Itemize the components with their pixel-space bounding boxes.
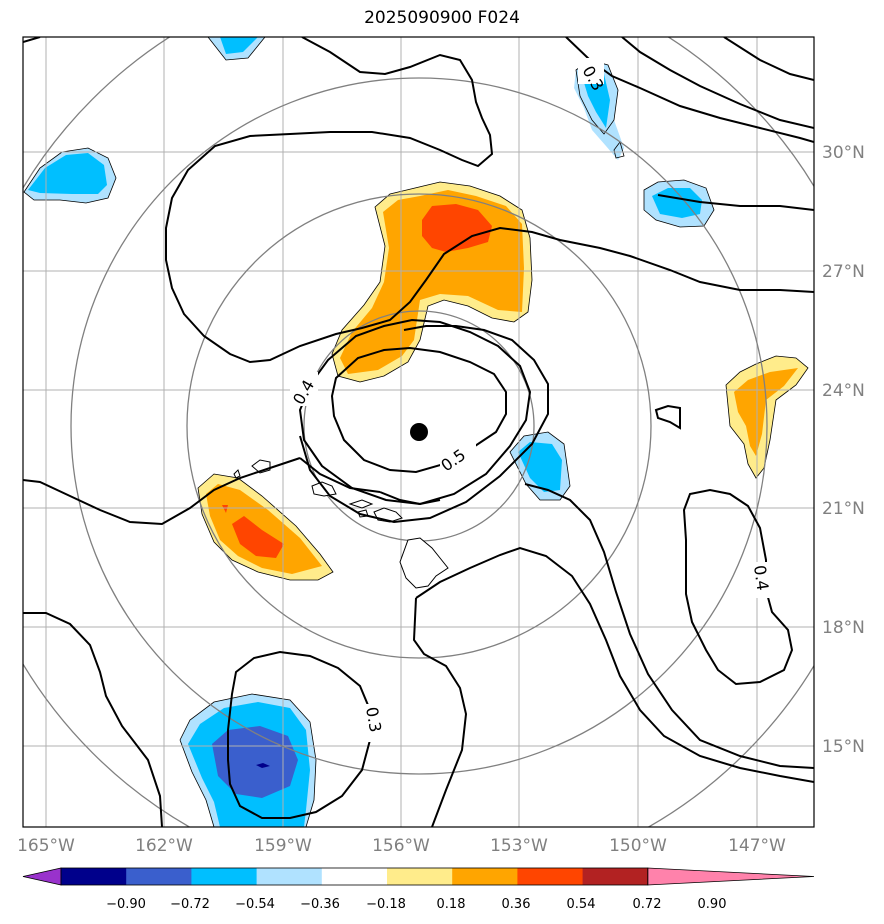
colorbar-segment [387, 868, 453, 885]
colorbar-tick: 0.36 [502, 897, 531, 912]
storm-center-marker [410, 423, 428, 441]
colorbar-tick: −0.54 [235, 897, 275, 912]
colorbar-segment [191, 868, 258, 885]
map-frame [22, 36, 815, 828]
contour-label-bg [750, 562, 770, 598]
shading-orange-west [198, 474, 333, 580]
contour-lines [23, 37, 814, 827]
colorbar-segment [452, 868, 518, 885]
contour-label-03-south: 0.3 [362, 705, 385, 733]
lon-label: 159°W [254, 836, 312, 856]
colorbar [22, 867, 815, 886]
lat-label: 27°N [822, 262, 865, 282]
colorbar-tick: −0.18 [366, 897, 406, 912]
lat-label: 15°N [822, 737, 865, 757]
colorbar-tick-labels: −0.90 −0.72 −0.54 −0.36 −0.18 0.18 0.36 … [106, 897, 726, 912]
colorbar-segment [126, 868, 192, 885]
colorbar-tick: −0.36 [300, 897, 340, 912]
lon-label: 165°W [17, 836, 75, 856]
contour-label-bg [440, 440, 476, 470]
map-area: 0.3 0.4 0.5 0.4 0.3 [23, 37, 814, 827]
colorbar-tick: −0.72 [170, 897, 210, 912]
lon-label: 147°W [728, 836, 786, 856]
colorbar-segment [582, 868, 649, 885]
contour-label-bg [362, 704, 382, 742]
colorbar-segment [517, 868, 584, 885]
contour-label-bg [578, 58, 604, 84]
shading-blue-east [510, 432, 570, 500]
shading-blue-nw [24, 148, 116, 203]
lon-tick-labels: 165°W 162°W 159°W 156°W 153°W 150°W 147°… [17, 836, 786, 856]
colorbar-tick: 0.90 [698, 897, 727, 912]
lat-label: 18°N [822, 618, 865, 638]
colorbar-tick: 0.54 [567, 897, 596, 912]
lon-label: 156°W [372, 836, 430, 856]
colorbar-tick: 0.18 [437, 897, 466, 912]
shading-blue-south [180, 694, 316, 827]
colorbar-segment [256, 868, 323, 885]
lon-label: 153°W [490, 836, 548, 856]
lat-label: 21°N [822, 499, 865, 519]
lon-label: 150°W [609, 836, 667, 856]
contour-label-04-east: 0.4 [750, 564, 772, 592]
colorbar-frame [60, 867, 649, 886]
chart-title: 2025090900 F024 [364, 8, 520, 28]
colorbar-tick: 0.72 [633, 897, 662, 912]
colorbar-segment [61, 868, 127, 885]
colorbar-segment [321, 868, 388, 885]
lat-label: 30°N [822, 143, 865, 163]
shading-orange-north [332, 182, 532, 382]
colorbar-tick: −0.90 [106, 897, 146, 912]
lat-tick-labels: 30°N 27°N 24°N 21°N 18°N 15°N [822, 143, 865, 757]
contour-label-bg [290, 372, 318, 406]
lat-label: 24°N [822, 381, 865, 401]
lon-label: 162°W [135, 836, 193, 856]
colorbar-extend-low [22, 867, 62, 886]
colorbar-extend-high [647, 867, 815, 886]
